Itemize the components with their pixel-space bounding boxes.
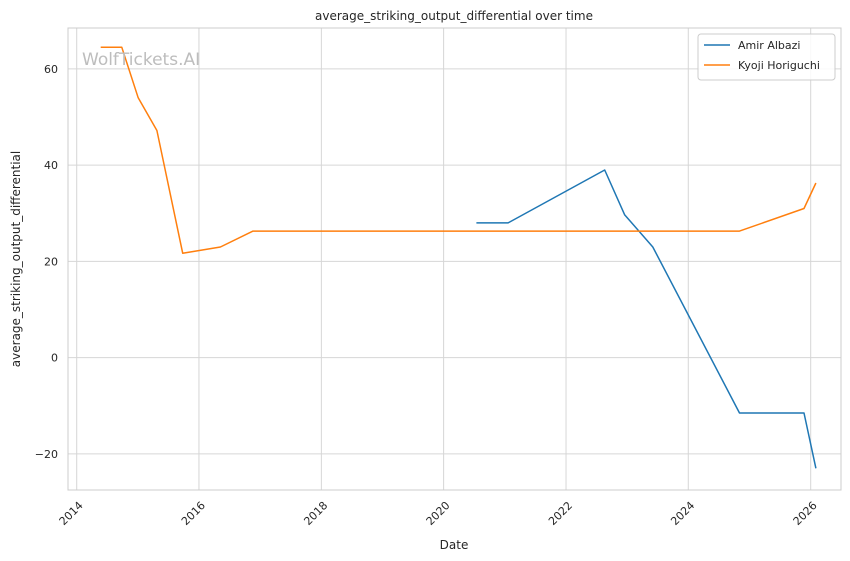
legend: Amir Albazi Kyoji Horiguchi [697, 33, 836, 81]
y-tick-label: 0 [51, 352, 58, 365]
y-tick-label: 20 [44, 255, 58, 268]
grid [68, 28, 841, 490]
y-tick-label: 40 [44, 159, 58, 172]
series-lines [100, 46, 817, 469]
y-tick-label: −20 [35, 448, 58, 461]
legend-label-amir-albazi: Amir Albazi [738, 39, 800, 52]
plot-frame [67, 27, 842, 491]
x-axis-title: Date [440, 538, 469, 552]
series-line-kyoji-horiguchi [100, 46, 817, 254]
legend-box [697, 33, 836, 81]
chart-title: average_striking_output_differential ove… [315, 9, 593, 23]
y-axis-title: average_striking_output_differential [9, 151, 23, 367]
watermark-text: WolfTickets.AI [82, 50, 200, 70]
legend-label-kyoji-horiguchi: Kyoji Horiguchi [738, 59, 820, 72]
y-tick-label: 60 [44, 63, 58, 76]
